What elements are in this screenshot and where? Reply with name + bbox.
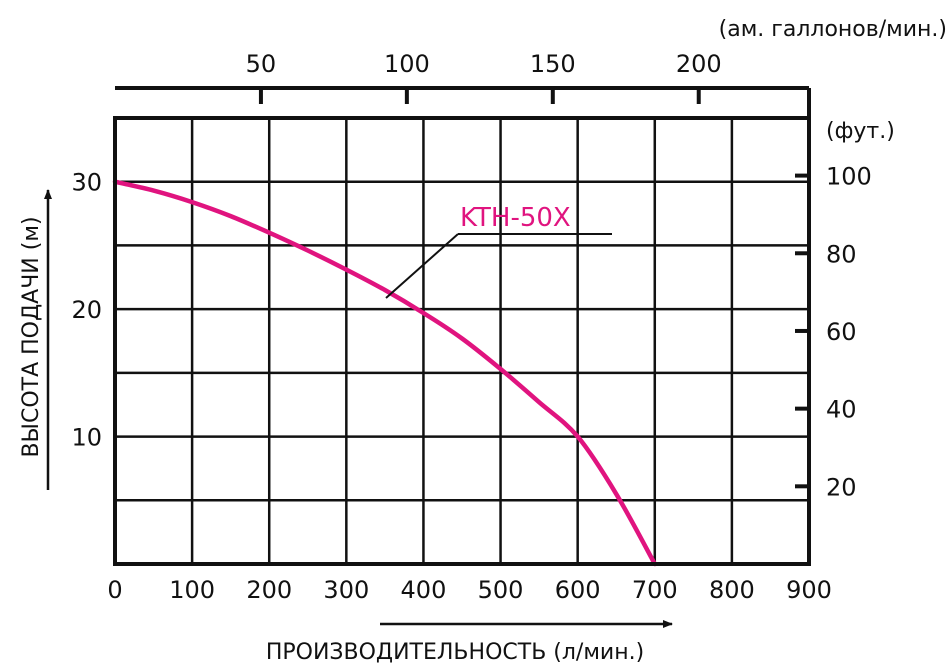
y-tick-label: 20	[71, 296, 102, 324]
secondary-y-ticks: 20 40 60 80 100	[795, 163, 872, 501]
x-tick-label: 400	[401, 576, 447, 604]
grid	[115, 118, 809, 564]
plot-frame	[113, 116, 811, 566]
y-axis-title: ВЫСОТА ПОДАЧИ (м)	[19, 216, 44, 457]
x-tick-label: 300	[323, 576, 369, 604]
x-tick-label: 0	[107, 576, 122, 604]
x-tick-labels: 0 100 200 300 400 500 600 700 800 900	[107, 576, 832, 604]
secondary-x-tick-label: 50	[246, 50, 277, 78]
x-tick-label: 600	[555, 576, 601, 604]
series-label-leader	[385, 233, 459, 299]
secondary-x-tick-label: 200	[676, 50, 722, 78]
x-tick-label: 200	[246, 576, 292, 604]
secondary-y-tick-label: 60	[826, 318, 857, 346]
y-tick-label: 30	[71, 169, 102, 197]
x-tick-label: 700	[632, 576, 678, 604]
secondary-x-tick-label: 100	[384, 50, 430, 78]
secondary-y-tick-label: 100	[826, 163, 872, 191]
x-tick-label: 100	[169, 576, 215, 604]
x-axis-title: ПРОИЗВОДИТЕЛЬНОСТЬ (л/мин.)	[266, 640, 644, 665]
x-tick-label: 900	[786, 576, 832, 604]
secondary-y-tick-label: 80	[826, 240, 857, 268]
series-label: KTH-50X	[460, 203, 571, 233]
y-tick-label: 10	[71, 424, 102, 452]
secondary-x-tick-label: 150	[530, 50, 576, 78]
secondary-y-tick-label: 20	[826, 473, 857, 501]
series-line-kth-50x	[112, 179, 658, 567]
secondary-x-ticks: 50 100 150 200	[246, 50, 722, 104]
y-tick-labels: 10 20 30	[71, 169, 102, 452]
secondary-x-unit-label: (ам. галлонов/мин.)	[719, 17, 947, 42]
x-tick-label: 500	[478, 576, 524, 604]
secondary-y-tick-label: 40	[826, 396, 857, 424]
x-tick-label: 800	[709, 576, 755, 604]
secondary-y-unit-label: (фут.)	[826, 119, 895, 144]
